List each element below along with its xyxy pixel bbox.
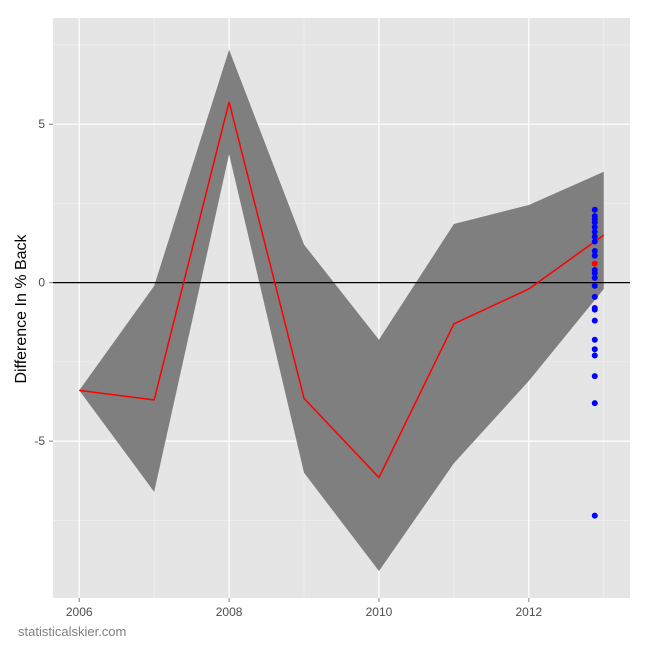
data-point [591,373,598,380]
data-point [591,317,598,324]
x-tick-label: 2008 [216,605,243,619]
data-point [591,346,598,353]
y-axis: 5 0 -5 [34,117,53,448]
confidence-band [79,49,604,572]
y-tick-label: -5 [34,434,45,448]
data-point [591,219,598,226]
y-tick-label: 5 [38,117,45,131]
data-point [591,252,598,259]
data-point [591,206,598,213]
x-tick-label: 2006 [66,605,93,619]
y-axis-label: Difference In % Back [13,233,30,383]
watermark-credit: statisticalskier.com [18,624,127,639]
data-point [591,247,598,254]
data-point [591,293,598,300]
data-point [591,400,598,407]
points-group [591,206,598,519]
data-point [591,274,598,281]
x-tick-label: 2012 [515,605,542,619]
series-line [79,101,605,479]
data-point [591,336,598,343]
data-point [591,282,598,289]
data-point [591,270,598,277]
x-tick-label: 2010 [366,605,393,619]
data-point [591,224,598,231]
data-point [591,233,598,240]
data-point [591,352,598,359]
x-axis: 2006 2008 2010 2012 [66,598,543,619]
data-point [591,228,598,235]
data-point [591,306,598,313]
highlight-point [591,260,598,267]
y-tick-label: 0 [38,276,45,290]
data-point [591,238,598,245]
data-point [591,512,598,519]
